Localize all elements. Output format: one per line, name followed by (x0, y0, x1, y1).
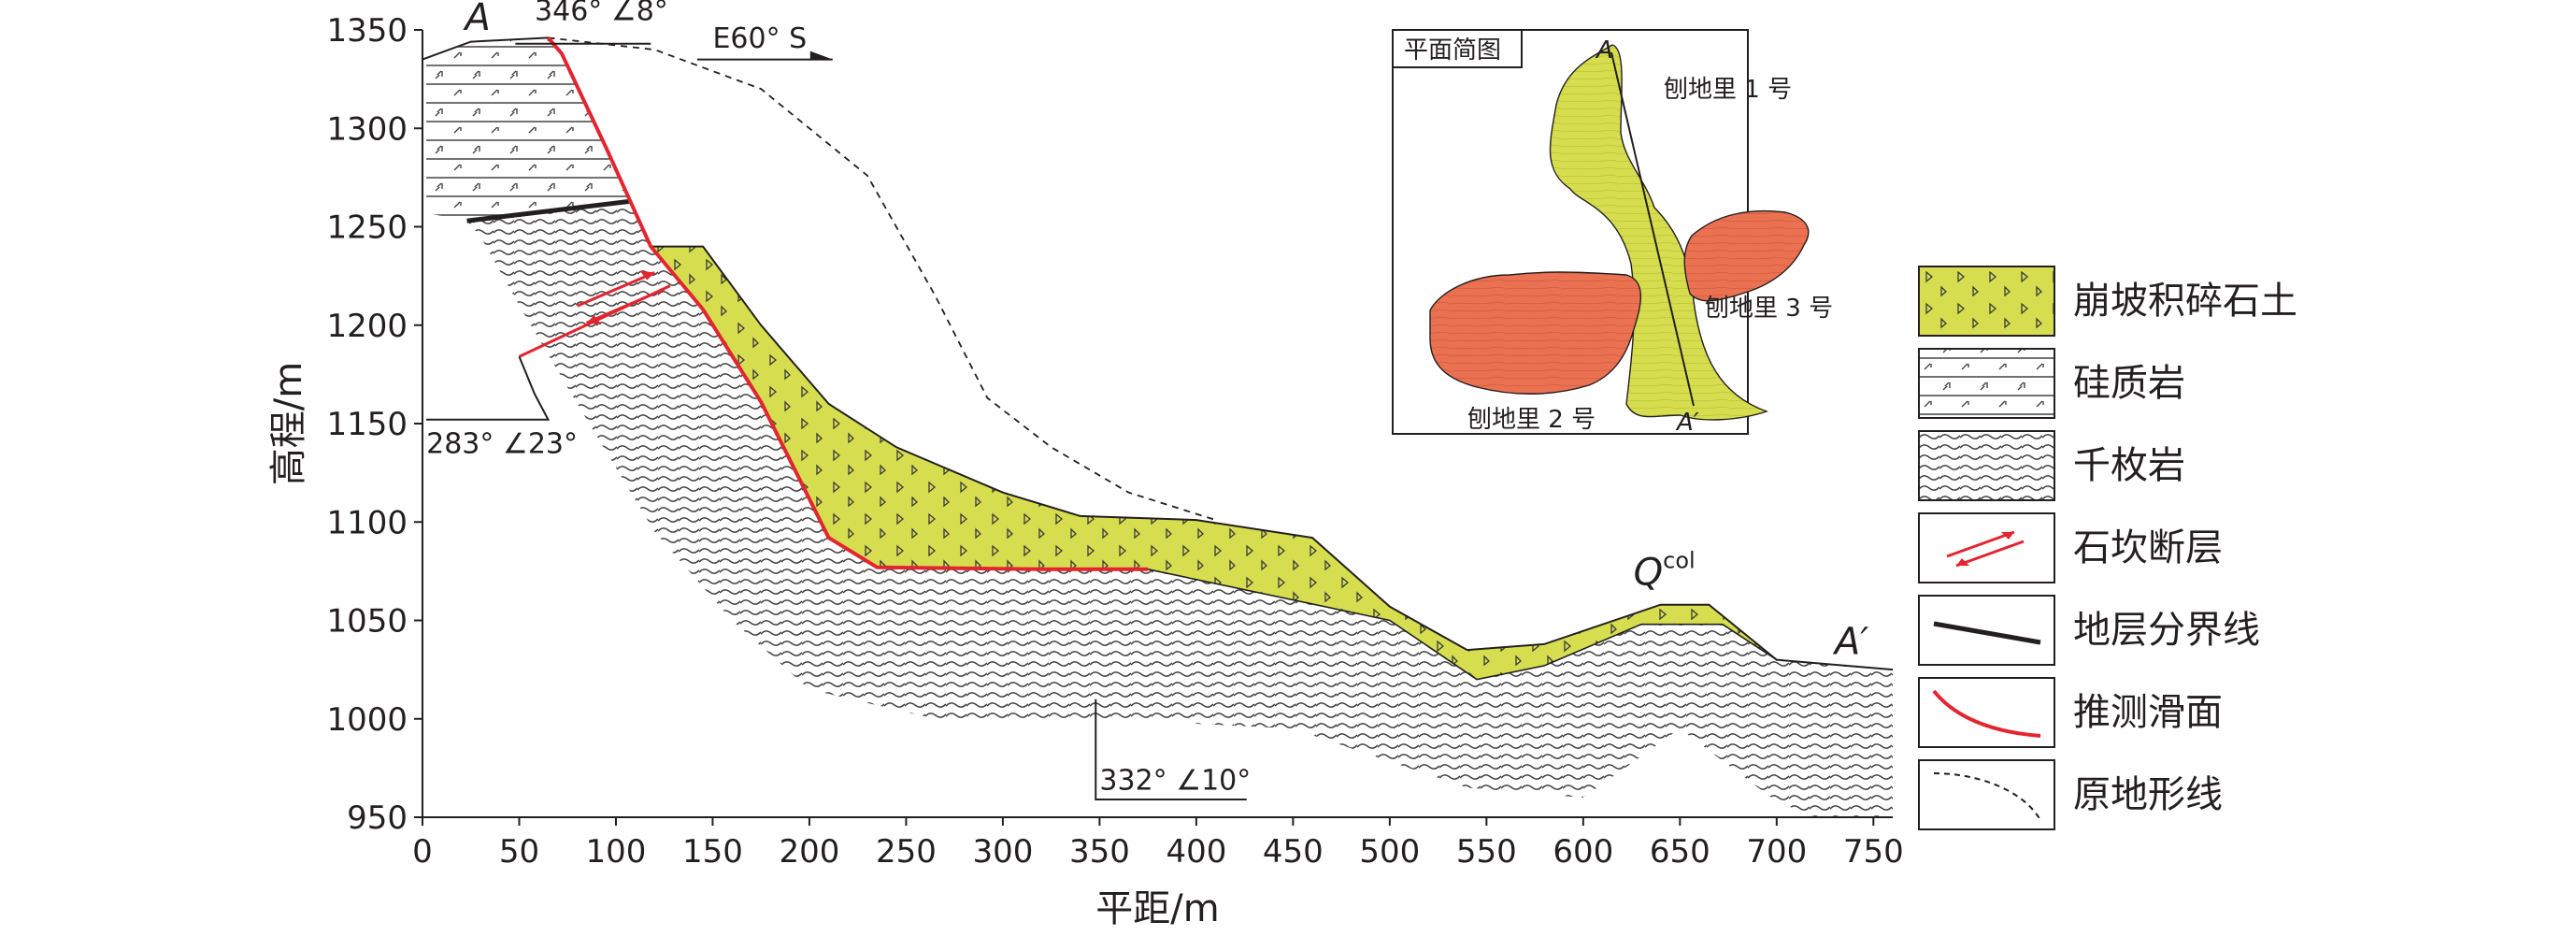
section-end-label: A′ (1832, 620, 1868, 663)
plot-area (422, 36, 1894, 818)
x-tick-label: 400 (1166, 833, 1226, 871)
legend-item-original: 原地形线 (1918, 759, 2223, 830)
colluvium-region (606, 148, 1893, 680)
deposit-base-line (1148, 569, 1778, 681)
legend-item-slip: 推测滑面 (1918, 677, 2223, 748)
section-line-aa (1610, 51, 1695, 407)
arrow-right-icon (809, 50, 833, 60)
fault-arrow-up (576, 271, 655, 308)
x-tick-label: 50 (499, 833, 539, 871)
y-tick-label: 1300 (326, 110, 408, 148)
y-tick-label: 1000 (326, 701, 408, 739)
fault-marker-line (426, 356, 551, 421)
y-axis-label: 高程/m (267, 362, 310, 485)
x-tick-label: 350 (1069, 833, 1130, 871)
section-start-label: A (463, 0, 491, 39)
y-tick-label: 950 (347, 799, 408, 837)
landslide-body-3 (1683, 209, 1810, 302)
legend-item-siliceous: 硅质岩 (1918, 348, 2185, 419)
landslide-body-1 (1549, 44, 1769, 421)
stratum-boundary-line (466, 198, 632, 223)
x-tick-label: 0 (412, 833, 433, 871)
attitude-marker (1095, 698, 1247, 801)
direction-indicator: E60° S (696, 22, 833, 61)
y-tick-label: 1350 (326, 12, 408, 50)
inset-title-box (1392, 29, 1523, 68)
axes: 0 50 100 150 200 250 300 350 400 450 500 550 600 650 7… (267, 12, 1904, 930)
y-tick-label: 1200 (326, 308, 408, 345)
inset-plan-map: 平面简图 A A′ 刨地里 1 号 刨地里 2 号 刨地里 3 号 (1392, 29, 1833, 437)
inset-body-2-label: 刨地里 2 号 (1467, 406, 1596, 434)
inset-point-a-prime: A′ (1675, 409, 1699, 437)
attitude-label: 346° ∠8° (535, 0, 668, 27)
legend: 崩坡积碎石土 硅质岩 千枚岩 石坎断层 地层分界线 推测滑面 (1918, 266, 2297, 830)
y-tick-label: 1150 (326, 406, 408, 443)
fault-arrow-up-head (639, 270, 655, 281)
legend-item-phyllite: 千枚岩 (1918, 430, 2185, 501)
fault-arrow-down-head (586, 315, 602, 325)
x-axis-label: 平距/m (1095, 887, 1219, 930)
y-axis-ticks: 950 1000 1050 1100 1150 1200 1250 1300 1350 (326, 12, 422, 837)
rock-regions (426, 37, 1894, 818)
annotations: A A′ 346° ∠8° 283° ∠23° 332° ∠10° E60° S… (426, 0, 1868, 801)
x-tick-label: 150 (682, 833, 743, 871)
x-tick-label: 500 (1359, 833, 1420, 871)
y-tick-label: 1050 (326, 603, 408, 641)
phyllite-region (466, 201, 1894, 818)
legend-item-boundary: 地层分界线 (1918, 595, 2260, 666)
x-tick-label: 300 (972, 833, 1033, 871)
svg-text:硅质岩: 硅质岩 (2073, 362, 2185, 405)
x-tick-label: 750 (1843, 833, 1904, 871)
x-tick-label: 650 (1650, 833, 1710, 871)
svg-text:原地形线: 原地形线 (2073, 773, 2223, 816)
siliceous-rock-region (426, 37, 651, 247)
attitude-label: 332° ∠10° (1099, 765, 1251, 798)
inset-body-3-label: 刨地里 3 号 (1705, 295, 1833, 323)
svg-text:石坎断层: 石坎断层 (2073, 526, 2223, 569)
x-tick-label: 450 (1263, 833, 1324, 871)
inset-title: 平面简图 (1404, 36, 1501, 65)
svg-text:推测滑面: 推测滑面 (2073, 691, 2223, 734)
x-tick-label: 100 (586, 833, 647, 871)
y-tick-label: 1250 (326, 209, 408, 247)
inset-point-a: A (1595, 36, 1613, 65)
svg-text:崩坡积碎石土: 崩坡积碎石土 (2073, 280, 2297, 323)
x-tick-label: 550 (1456, 833, 1517, 871)
legend-item-fault: 石坎断层 (1918, 512, 2223, 583)
x-axis-ticks: 0 50 100 150 200 250 300 350 400 450 500 550 600 650 7… (412, 817, 1904, 871)
section-lines (422, 36, 1894, 681)
y-tick-label: 1100 (326, 504, 408, 541)
x-tick-label: 600 (1553, 833, 1613, 871)
svg-text:地层分界线: 地层分界线 (2073, 609, 2260, 652)
x-tick-label: 250 (876, 833, 937, 871)
landslide-body-2 (1429, 271, 1642, 395)
inset-body-1-label: 刨地里 1 号 (1664, 76, 1792, 104)
x-tick-label: 200 (779, 833, 839, 871)
legend-item-colluvium: 崩坡积碎石土 (1918, 266, 2297, 337)
attitude-label: 283° ∠23° (426, 428, 578, 461)
svg-text:千枚岩: 千枚岩 (2073, 444, 2185, 487)
direction-label: E60° S (712, 22, 807, 55)
sliding-surface-line (546, 36, 1149, 571)
fault-arrow-down (585, 288, 665, 324)
x-tick-label: 700 (1746, 833, 1807, 871)
deposit-label: Qcol (1634, 548, 1696, 595)
